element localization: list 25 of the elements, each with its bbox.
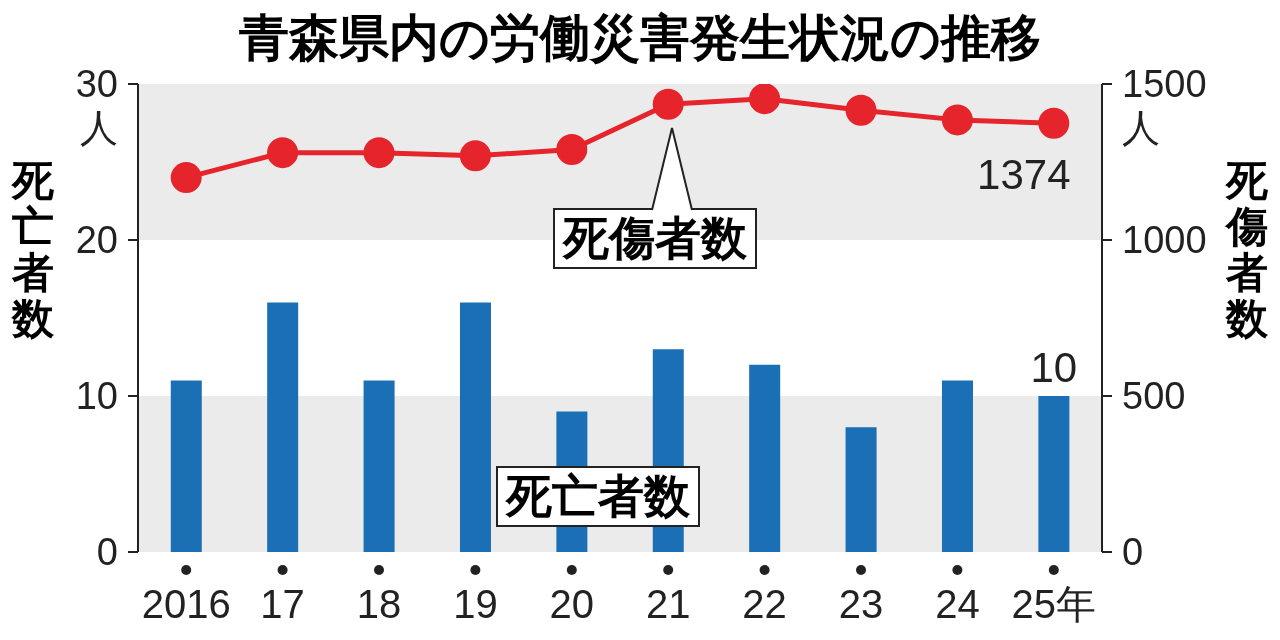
y-tick-label: 30人 — [75, 63, 118, 149]
x-tick-label: 2016 — [141, 582, 231, 626]
x-tick-label: 21 — [645, 582, 691, 626]
data-label: 10 — [1030, 344, 1078, 391]
y2-axis-title: 死傷者数 — [1224, 157, 1269, 342]
x-tick-label: 18 — [356, 582, 402, 626]
x-tick-label: 23 — [838, 582, 884, 626]
y2-tick-label: 500 — [1122, 375, 1186, 417]
x-tick-label: 19 — [453, 582, 498, 626]
data-label: 1374 — [977, 151, 1071, 199]
y2-tick-label: 1500人 — [1122, 63, 1207, 149]
y-axis-title: 死亡者数 — [10, 157, 55, 342]
y2-tick-label: 0 — [1122, 531, 1144, 573]
series-label: 死亡者数 — [496, 466, 700, 527]
y-tick-label: 0 — [96, 531, 118, 573]
y-tick-label: 10 — [75, 375, 118, 417]
x-tick-label: 22 — [742, 582, 787, 626]
x-tick-label: 20 — [549, 582, 595, 626]
x-tick-label: 25年 — [1011, 582, 1097, 626]
y-tick-label: 20 — [75, 219, 118, 261]
x-tick-label: 17 — [260, 582, 305, 626]
x-tick-label: 24 — [935, 582, 980, 626]
y2-tick-label: 1000 — [1122, 219, 1207, 261]
chart-title: 青森県内の労働災害発生状況の推移 — [238, 9, 1042, 66]
series-label: 死傷者数 — [553, 208, 757, 269]
